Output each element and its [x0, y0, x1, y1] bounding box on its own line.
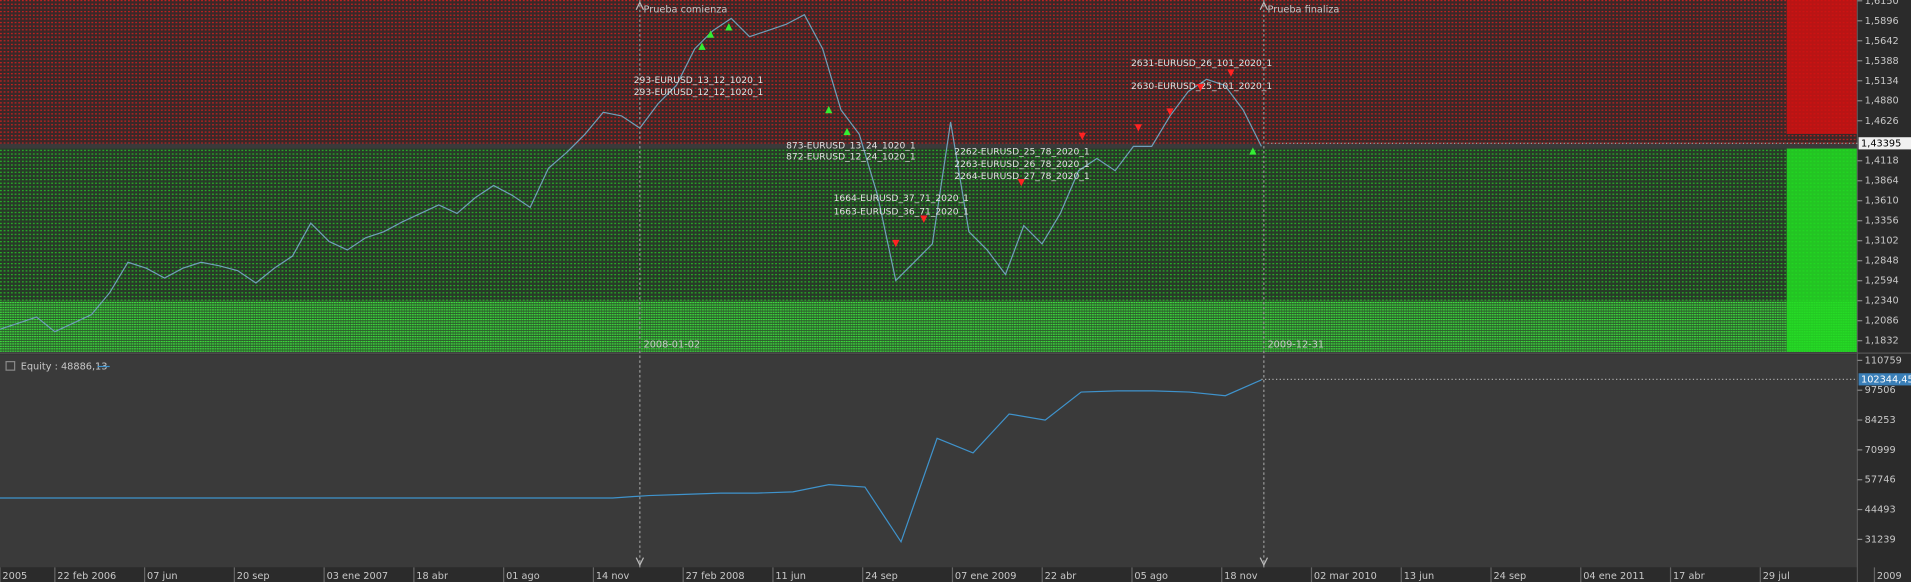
- time-axis: [0, 567, 1858, 582]
- last-value-box: [1858, 373, 1911, 386]
- test-line-label: Prueba comienza: [644, 5, 728, 16]
- trade-label: 2631-EURUSD_26_101_2020_1: [1131, 59, 1272, 69]
- y-tick-label: 1,5134: [1865, 76, 1899, 87]
- x-tick-label: 07 jun: [147, 571, 178, 582]
- x-tick-label: 17 abr: [1673, 571, 1705, 582]
- buy-block: [1786, 148, 1858, 352]
- x-tick-label: 14 nov: [596, 571, 630, 582]
- x-tick-label: 27 feb 2008: [686, 571, 745, 582]
- x-tick-label: 22 feb 2006: [57, 571, 116, 582]
- x-tick-label: 11 jun: [775, 571, 806, 582]
- test-date-label: 2009-12-31: [1268, 340, 1325, 351]
- buy-marker: [706, 30, 715, 38]
- x-tick-label: 07 ene 2009: [955, 571, 1017, 582]
- x-tick-label: 03 ene 2007: [327, 571, 389, 582]
- y-tick-label: 57746: [1865, 475, 1896, 486]
- y-tick-label: 1,3102: [1865, 236, 1899, 247]
- sell-marker: [1166, 108, 1174, 116]
- legend-label: Equity : 48886,13: [21, 361, 108, 372]
- series-line: [0, 13, 1262, 333]
- buy-zone-strong: [0, 300, 1858, 352]
- y-tick-label: 1,6150: [1865, 0, 1899, 7]
- buy-zone: [0, 148, 1858, 301]
- sell-marker: [1227, 69, 1235, 77]
- x-tick-label: 05 ago: [1134, 571, 1168, 582]
- sell-marker: [920, 215, 928, 223]
- sell-zone: [0, 0, 1858, 144]
- trade-label: 293-EURUSD_12_12_1020_1: [634, 88, 764, 98]
- buy-marker: [698, 42, 706, 50]
- y-tick-label: 110759: [1865, 355, 1902, 366]
- trade-label: 1664-EURUSD_37_71_2020_1: [834, 194, 969, 204]
- y-tick-label: 31239: [1865, 534, 1896, 545]
- y-tick-label: 1,3864: [1865, 176, 1899, 187]
- x-tick-label: 01 ago: [506, 571, 540, 582]
- test-arrow: [635, 1, 645, 567]
- last-value-box: [1858, 137, 1911, 150]
- sell-marker: [892, 239, 900, 248]
- test-date-label: 2008-01-02: [644, 340, 701, 351]
- y-tick-label: 1,4626: [1865, 116, 1899, 127]
- trade-label: 293-EURUSD_13_12_1020_1: [634, 76, 764, 86]
- buy-marker: [843, 127, 851, 136]
- y-tick-label: 1,5642: [1865, 36, 1899, 47]
- x-tick-label: 02 mar 2010: [1314, 571, 1377, 582]
- trade-label: 2262-EURUSD_25_78_2020_1: [954, 148, 1089, 158]
- x-tick-label: 20 sep: [237, 571, 270, 582]
- y-tick-label: 70999: [1865, 445, 1896, 456]
- trade-label: 872-EURUSD_12_24_1020_1: [786, 153, 916, 163]
- x-tick-label: 24 sep: [865, 571, 898, 582]
- y-tick-label: 1,3610: [1865, 196, 1899, 207]
- buy-marker: [1249, 147, 1257, 155]
- x-tick-label: 24 sep: [1493, 571, 1526, 582]
- x-tick-label: 18 abr: [416, 571, 448, 582]
- x-tick-label: 18 nov: [1224, 571, 1258, 582]
- last-value-label: 1,43395: [1861, 138, 1901, 149]
- series-line: [0, 379, 1262, 544]
- y-tick-label: 97506: [1865, 385, 1896, 396]
- test-arrow: [1259, 1, 1269, 567]
- y-tick-label: 84253: [1865, 415, 1896, 426]
- trade-label: 2263-EURUSD_26_78_2020_1: [954, 160, 1089, 170]
- trade-label: 873-EURUSD_13_24_1020_1: [786, 142, 916, 152]
- x-tick-label: 2009: [1877, 571, 1902, 582]
- sell-marker: [1017, 178, 1025, 187]
- sell-marker: [1196, 84, 1205, 92]
- sell-marker: [1134, 124, 1142, 132]
- legend-box[interactable]: [5, 361, 16, 371]
- y-tick-label: 1,2594: [1865, 276, 1899, 287]
- sell-marker: [1078, 132, 1086, 141]
- y-tick-label: 1,2086: [1865, 316, 1899, 327]
- y-tick-label: 1,2340: [1865, 296, 1899, 307]
- x-tick-label: 29 jul: [1763, 571, 1790, 582]
- y-tick-label: 1,1832: [1865, 336, 1899, 347]
- y-tick-label: 44493: [1865, 505, 1896, 516]
- y-tick-label: 1,3356: [1865, 216, 1899, 227]
- x-tick-label: 22 abr: [1045, 571, 1077, 582]
- buy-marker: [725, 23, 733, 31]
- y-tick-label: 1,4880: [1865, 96, 1899, 107]
- test-line-label: Prueba finaliza: [1268, 5, 1340, 16]
- y-tick-label: 1,2848: [1865, 256, 1899, 267]
- x-tick-label: 13 jun: [1404, 571, 1435, 582]
- buy-marker: [825, 105, 833, 114]
- sell-block: [1786, 0, 1858, 134]
- y-tick-label: 1,4118: [1865, 156, 1899, 167]
- last-value-label: 102344,45: [1861, 374, 1911, 385]
- trade-label: 1663-EURUSD_36_71_2020_1: [834, 207, 969, 217]
- x-tick-label: 2005: [2, 571, 27, 582]
- y-tick-label: 1,5388: [1865, 56, 1899, 67]
- axis-area: [1857, 0, 1911, 582]
- trade-label: 2264-EURUSD_27_78_2020_1: [954, 172, 1089, 182]
- x-tick-label: 04 ene 2011: [1583, 571, 1645, 582]
- y-tick-label: 1,5896: [1865, 16, 1899, 27]
